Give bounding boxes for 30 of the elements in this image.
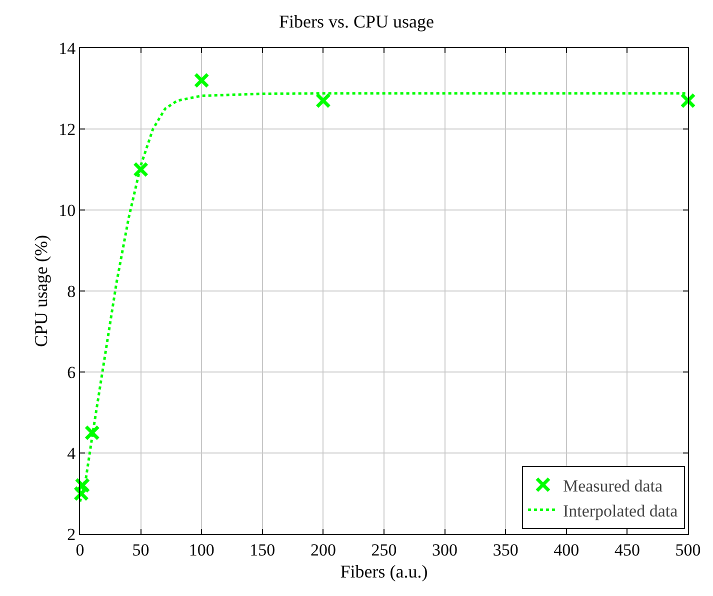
x-tick-label: 100 <box>188 540 214 560</box>
x-tick-label: 300 <box>432 540 458 560</box>
y-tick-label: 2 <box>67 524 76 544</box>
point <box>194 72 210 88</box>
x-axis-title: Fibers (a.u.) <box>340 562 428 582</box>
y-tick-label: 12 <box>58 120 76 139</box>
x-tick-label: 500 <box>675 540 701 560</box>
y-tick-label: 6 <box>67 362 76 382</box>
legend-label: Interpolated data <box>562 501 678 520</box>
x-tick-label: 400 <box>554 540 580 560</box>
x-tick-label: 450 <box>614 540 640 560</box>
x-tick-label: 50 <box>132 540 150 560</box>
legend-label: Measured data <box>562 476 664 496</box>
x-tick-label: 250 <box>371 540 397 560</box>
point <box>84 425 100 440</box>
y-tick-label: 10 <box>58 200 76 220</box>
y-axis-title: CPU usage (%) <box>30 235 51 347</box>
x-tick-label: 200 <box>310 540 336 560</box>
x-tick-label: 150 <box>250 540 276 560</box>
y-tick-label: 4 <box>67 444 76 463</box>
x-tick-label: 0 <box>76 540 84 560</box>
point <box>73 486 89 502</box>
point <box>74 478 90 494</box>
y-tick-label: 8 <box>67 282 76 301</box>
point <box>680 92 696 108</box>
y-tick-label: 14 <box>58 38 76 58</box>
point <box>315 92 331 108</box>
x-tick-label: 350 <box>492 540 518 560</box>
point <box>133 162 149 178</box>
chart-title: Fibers vs. CPU usage <box>278 12 434 32</box>
